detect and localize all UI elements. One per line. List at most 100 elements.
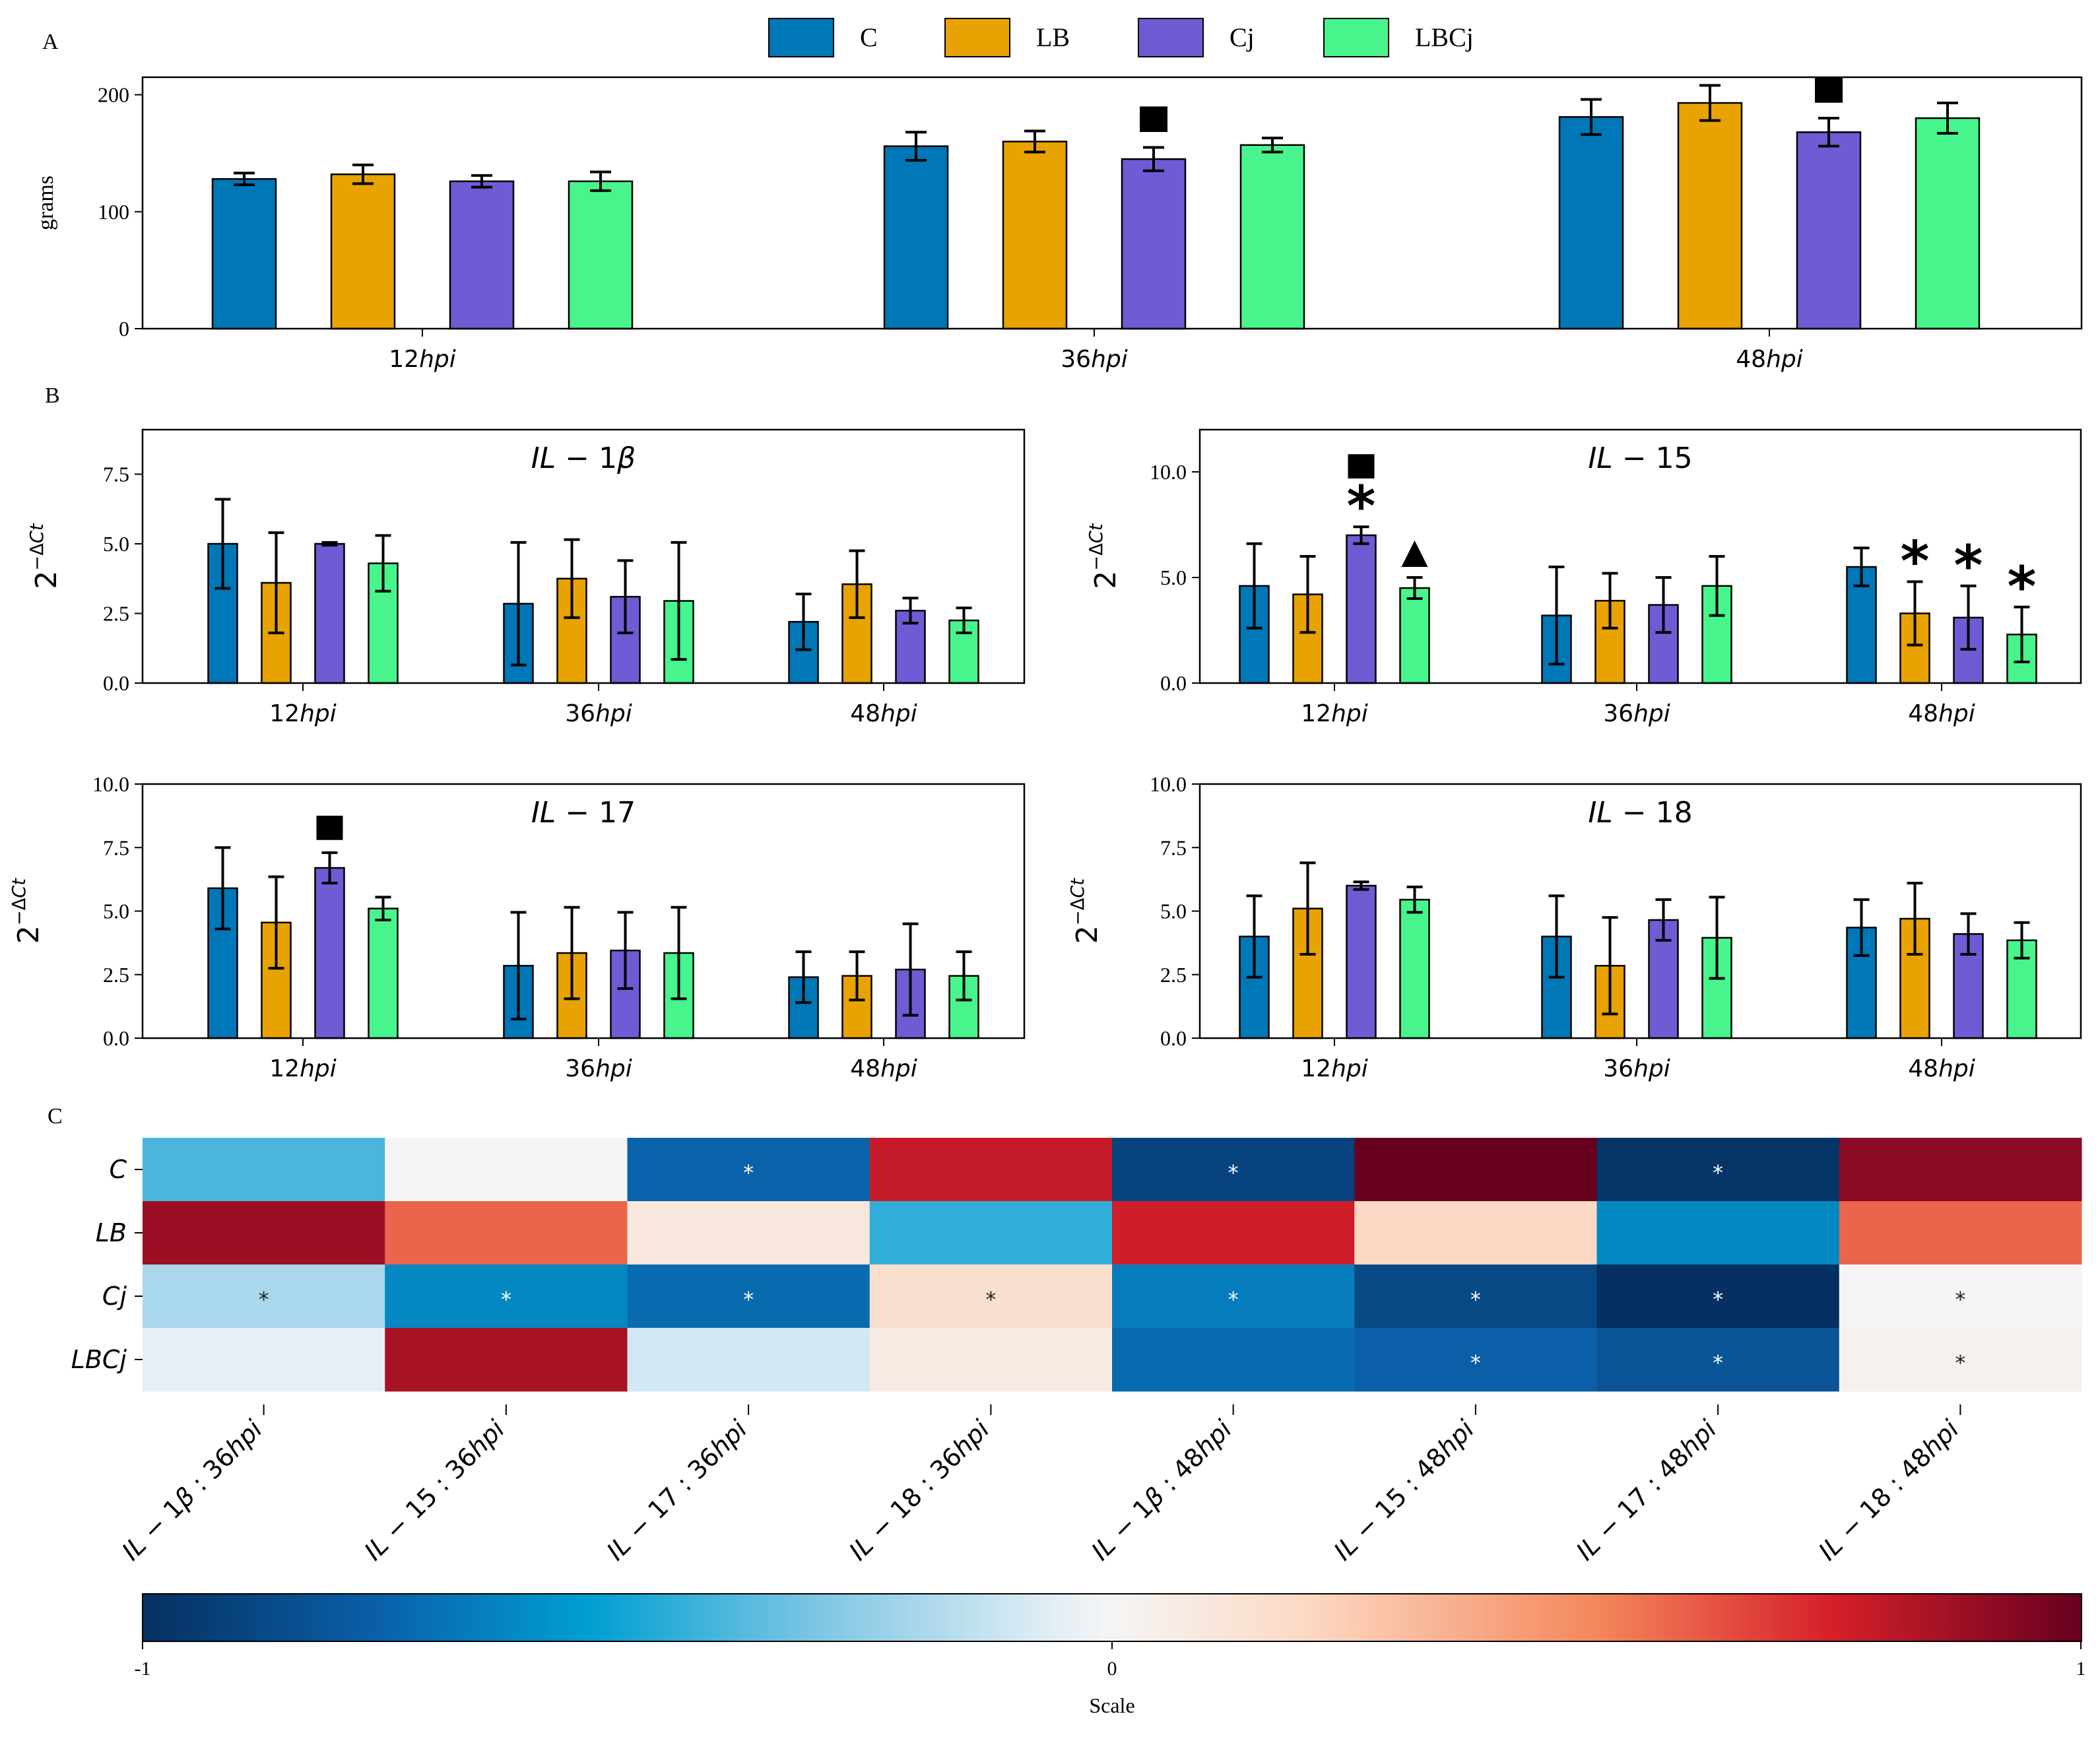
heatmap-cell xyxy=(627,1138,870,1202)
heatmap-cell xyxy=(1354,1201,1597,1265)
bar-c-12hpi xyxy=(211,178,277,330)
bar-lbcj-12hpi xyxy=(1399,898,1430,1039)
y-tick-label: 2.5 xyxy=(1160,963,1187,987)
x-tick-label-number: 36 xyxy=(565,1055,595,1082)
legend-label-cj: Cj xyxy=(1230,22,1255,52)
bar-lb-36hpi xyxy=(1002,141,1068,330)
chart-title-dash: − xyxy=(1613,796,1656,830)
heatmap-cell xyxy=(385,1328,628,1392)
colorbar-tick-label-mid: 0 xyxy=(1107,1658,1117,1680)
y-axis-label-base: 2 xyxy=(30,571,63,589)
y-tick-label: 2.5 xyxy=(103,602,129,626)
heatmap-cell xyxy=(385,1265,628,1329)
y-axis-label-base: 2 xyxy=(1070,925,1104,944)
x-tick-label: 36hpi xyxy=(1603,1055,1670,1082)
heatmap-row-label: Cj xyxy=(102,1282,127,1311)
x-tick-label-number: 48 xyxy=(850,700,880,727)
heatmap-row-label: LB xyxy=(96,1218,127,1247)
y-tick-label: 200 xyxy=(98,83,129,107)
heatmap-cell xyxy=(1354,1265,1597,1329)
x-tick-label-number: 36 xyxy=(565,700,595,727)
chart-title-number: 1 xyxy=(599,442,617,475)
x-tick-label: 12hpi xyxy=(269,1055,336,1082)
y-axis-label-base: 2 xyxy=(1089,571,1123,589)
y-axis-label-exponent: −Δ xyxy=(27,543,48,571)
x-tick-label-unit: hpi xyxy=(300,1055,337,1082)
bar-lb-12hpi xyxy=(330,173,396,330)
chart-title-number: 17 xyxy=(599,796,636,830)
x-tick-label-number: 12 xyxy=(269,1055,300,1082)
x-tick-label-unit: hpi xyxy=(1633,700,1670,727)
bar-cj-12hpi xyxy=(314,867,345,1039)
axes-frame xyxy=(1198,428,2082,684)
significance-marker-asterisk: * xyxy=(1901,529,1930,593)
x-tick-label-number: 48 xyxy=(850,1055,880,1082)
significance-marker-asterisk: * xyxy=(1347,474,1376,539)
chart-title-dash: − xyxy=(556,442,599,475)
y-tick-label: 100 xyxy=(98,200,129,224)
x-tick-label-number: 12 xyxy=(1301,1055,1331,1082)
heatmap-significance: * xyxy=(743,1287,754,1312)
legend-swatch-cj xyxy=(1138,18,1204,57)
bar-lbcj-12hpi xyxy=(368,907,399,1039)
chart-title: IL − 17 xyxy=(531,796,636,830)
chart-title-dash: − xyxy=(1613,442,1656,475)
y-axis-label: 2−ΔCt xyxy=(1086,523,1123,589)
x-tick-label-number: 48 xyxy=(1908,700,1938,727)
bar-cj-12hpi xyxy=(314,542,345,684)
chart-title: IL − 1β xyxy=(531,442,636,475)
x-tick-label-number: 36 xyxy=(1603,1055,1633,1082)
y-axis-label-base: 2 xyxy=(12,925,46,944)
bar-lbcj-12hpi xyxy=(1399,587,1430,684)
heatmap-significance: * xyxy=(743,1160,754,1185)
heatmap-significance: * xyxy=(1470,1287,1481,1312)
x-tick-label-unit: hpi xyxy=(880,700,917,727)
y-tick-label: 5.0 xyxy=(103,900,129,923)
heatmap-cell xyxy=(1112,1138,1355,1202)
bar-cj-12hpi xyxy=(449,180,515,330)
x-tick-label: 48hpi xyxy=(850,700,917,727)
legend-label-lbcj: LBCj xyxy=(1415,22,1474,52)
heatmap-column-label: IL − 1β : 48hpi xyxy=(1086,1414,1237,1566)
y-tick-label: 7.5 xyxy=(103,836,129,859)
x-tick-label-unit: hpi xyxy=(880,1055,917,1082)
heatmap-significance: * xyxy=(1228,1287,1239,1312)
heatmap-significance: * xyxy=(1955,1350,1965,1375)
bar-cj-36hpi xyxy=(1121,158,1187,330)
heatmap-cell xyxy=(1596,1201,1840,1265)
x-tick-label-unit: hpi xyxy=(1633,1055,1670,1082)
heatmap-cell xyxy=(869,1328,1113,1392)
axes-frame xyxy=(141,428,1026,684)
x-tick-label: 48hpi xyxy=(1908,700,1975,727)
chart-title-dash: − xyxy=(556,796,599,830)
x-tick-label-number: 12 xyxy=(269,700,300,727)
y-axis-label-ct: Ct xyxy=(9,878,30,898)
bar-lb-48hpi xyxy=(1677,102,1743,330)
y-tick-label: 7.5 xyxy=(103,463,129,486)
heatmap-significance: * xyxy=(985,1287,996,1312)
chart-title-suffix: β xyxy=(616,442,636,475)
heatmap-cell xyxy=(627,1201,870,1265)
bar-lbcj-12hpi xyxy=(568,180,634,330)
significance-marker-triangle xyxy=(1401,541,1428,567)
heatmap-cell xyxy=(1112,1328,1355,1392)
x-tick-label: 48hpi xyxy=(850,1055,917,1082)
heatmap-cell xyxy=(1839,1201,2082,1265)
x-tick-label: 36hpi xyxy=(565,700,632,727)
x-tick-label: 12hpi xyxy=(269,700,336,727)
legend-label-lb: LB xyxy=(1036,22,1070,52)
heatmap-column-label: IL − 18 : 48hpi xyxy=(1813,1414,1965,1566)
y-tick-label: 2.5 xyxy=(103,963,129,987)
axes-frame xyxy=(141,76,2083,330)
panel-label-c: C xyxy=(48,1104,63,1129)
colorbar: -1 0 1 Scale xyxy=(135,1593,2086,1717)
panel-label-a: A xyxy=(42,30,59,54)
colorbar-tick-label-min: -1 xyxy=(135,1658,151,1680)
axes-frame xyxy=(141,783,1026,1039)
chart-title-prefix: IL xyxy=(531,796,556,830)
x-tick-label-number: 48 xyxy=(1736,346,1766,373)
legend-swatch-lbcj xyxy=(1323,18,1389,57)
heatmap: * * * C LB * * * * * * * * Cj * * * LBCj IL − 1β : 36hpi IL… xyxy=(71,1138,2082,1566)
significance-marker-asterisk: * xyxy=(1954,533,1983,598)
heatmap-cell xyxy=(869,1138,1113,1202)
